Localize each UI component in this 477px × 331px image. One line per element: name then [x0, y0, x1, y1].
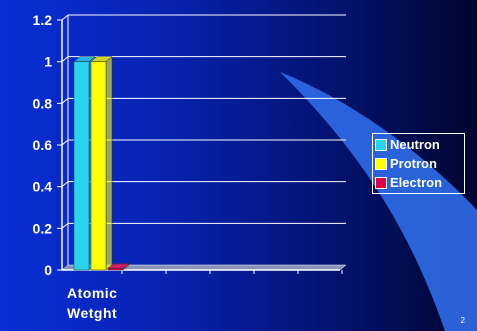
gridline-side: [61, 14, 69, 21]
x-tick-label: Wetght: [67, 305, 117, 321]
legend-label: Protron: [390, 156, 437, 171]
y-tick-label: 0.2: [33, 220, 53, 236]
gridline-side: [61, 181, 69, 188]
y-tick-label: 0.4: [33, 179, 53, 195]
chart-legend: Neutron Protron Electron: [372, 133, 465, 194]
legend-label: Neutron: [390, 137, 440, 152]
legend-swatch: [375, 176, 387, 189]
y-tick-label: 1.2: [33, 12, 53, 28]
y-tick-label: 1: [44, 54, 52, 70]
gridline-side: [61, 222, 69, 229]
y-tick-label: 0: [44, 262, 52, 278]
bar-side-protron: [105, 56, 113, 271]
gridline-side: [61, 97, 69, 104]
legend-label: Electron: [390, 175, 443, 190]
bar-neutron: [73, 61, 90, 271]
y-tick-label: 0.8: [33, 95, 53, 111]
y-tick-label: 0.6: [33, 137, 53, 153]
gridline-side: [61, 56, 69, 63]
legend-swatch: [375, 138, 387, 151]
bar-protron: [90, 61, 107, 271]
bar-electron: [107, 268, 124, 271]
legend-item-electron: Electron: [375, 173, 462, 192]
legend-item-neutron: Neutron: [375, 135, 462, 154]
legend-swatch: [375, 157, 387, 170]
legend-item-protron: Protron: [375, 154, 462, 173]
gridline-side: [61, 139, 69, 146]
page-number: 2: [460, 316, 465, 325]
x-tick-label: Atomic: [67, 285, 117, 301]
